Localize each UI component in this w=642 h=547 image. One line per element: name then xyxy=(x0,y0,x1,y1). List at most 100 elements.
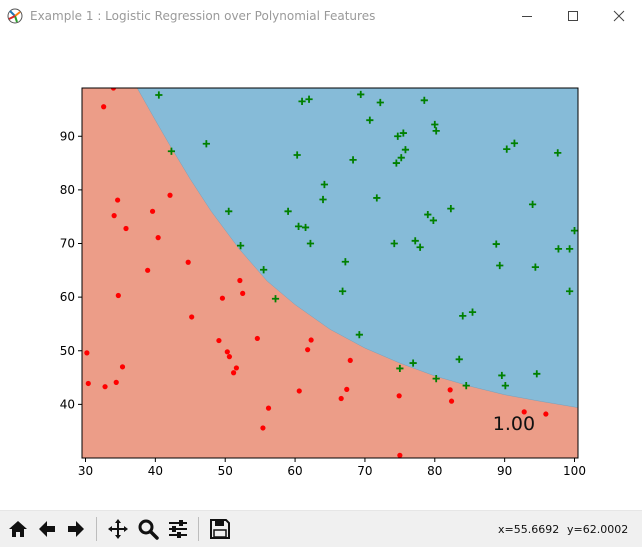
admitted-marker xyxy=(492,240,500,248)
admitted-marker xyxy=(373,194,381,202)
zoom-icon xyxy=(138,519,159,540)
rejected-marker xyxy=(110,88,117,91)
zoom-button[interactable] xyxy=(134,515,162,543)
x-tick-label: 90 xyxy=(497,464,512,478)
rejected-marker xyxy=(233,365,239,371)
forward-arrow-icon xyxy=(68,521,84,537)
rejected-marker xyxy=(102,384,108,390)
admitted-marker xyxy=(401,146,410,154)
rejected-marker xyxy=(115,197,121,203)
figure-canvas[interactable]: 1.00 30 40 50 60 70 80 90 100 40 50 60 70 80 90 xyxy=(0,32,642,510)
configure-subplots-button[interactable] xyxy=(164,515,192,543)
admitted-marker xyxy=(554,149,562,157)
rejected-marker xyxy=(149,208,156,214)
admitted-marker xyxy=(554,245,563,253)
y-tick-label: 60 xyxy=(60,290,75,304)
coord-x-readout: x=55.6692 xyxy=(498,523,560,536)
rejected-marker xyxy=(265,405,272,411)
rejected-marker xyxy=(237,277,243,284)
rejected-marker xyxy=(240,290,246,296)
back-button[interactable] xyxy=(33,515,61,543)
plot-region-group xyxy=(82,88,578,458)
positive-region xyxy=(136,88,578,408)
app-icon xyxy=(7,8,23,24)
rejected-marker xyxy=(296,388,302,394)
rejected-marker xyxy=(397,452,403,458)
admitted-marker xyxy=(447,205,455,213)
admitted-marker xyxy=(424,210,432,219)
rejected-marker xyxy=(254,335,260,342)
configure-subplots-icon xyxy=(169,520,187,538)
admitted-marker xyxy=(301,223,310,232)
rejected-marker xyxy=(305,347,311,353)
rejected-marker xyxy=(543,411,549,417)
admitted-marker xyxy=(528,200,537,208)
rejected-marker xyxy=(448,398,455,404)
x-tick-label: 30 xyxy=(78,464,93,478)
close-icon xyxy=(613,10,625,22)
navigation-toolbar: x=55.6692 y=62.0002 xyxy=(0,510,642,547)
admitted-marker xyxy=(392,159,400,167)
y-tick-label: 40 xyxy=(60,397,75,411)
maximize-button[interactable] xyxy=(550,0,596,32)
y-tick-label: 90 xyxy=(60,129,75,143)
rejected-marker xyxy=(185,259,191,265)
rejected-marker xyxy=(113,379,119,385)
admitted-marker xyxy=(409,359,417,367)
axes-frame xyxy=(81,87,579,459)
forward-button[interactable] xyxy=(62,515,90,543)
admitted-marker xyxy=(394,132,402,140)
admitted-marker xyxy=(236,242,245,250)
close-button[interactable] xyxy=(596,0,642,32)
admitted-marker xyxy=(533,370,541,378)
rejected-marker xyxy=(101,104,107,110)
admitted-marker xyxy=(431,120,439,129)
admitted-marker xyxy=(294,222,303,230)
x-tick-label: 100 xyxy=(563,464,586,478)
pan-icon xyxy=(108,519,128,539)
rejected-marker xyxy=(216,337,222,344)
admitted-marker xyxy=(498,371,506,380)
rejected-marker xyxy=(224,349,230,355)
y-tick-label: 80 xyxy=(60,183,75,197)
admitted-marker xyxy=(432,127,440,135)
rejected-marker xyxy=(260,425,266,431)
x-tick-label: 40 xyxy=(148,464,163,478)
admitted-marker xyxy=(349,156,357,164)
rejected-marker xyxy=(230,370,237,376)
y-tick-label: 50 xyxy=(60,344,75,358)
admitted-marker xyxy=(396,364,404,373)
admitted-marker xyxy=(468,308,477,316)
toolbar-separator xyxy=(96,517,97,541)
save-button[interactable] xyxy=(206,515,234,543)
minimize-icon xyxy=(522,16,532,17)
rejected-marker xyxy=(344,386,350,392)
admitted-marker xyxy=(411,237,419,245)
plot-axes[interactable]: 1.00 30 40 50 60 70 80 90 100 40 50 60 70 80 90 xyxy=(0,32,642,510)
admitted-marker xyxy=(531,263,539,271)
admitted-marker xyxy=(455,355,463,363)
rejected-marker xyxy=(308,337,314,343)
admitted-marker xyxy=(462,382,470,390)
admitted-marker xyxy=(338,287,347,295)
minimize-button[interactable] xyxy=(504,0,550,32)
admitted-marker xyxy=(496,261,504,270)
admitted-marker xyxy=(399,129,407,137)
x-tick-label: 80 xyxy=(427,464,442,478)
rejected-marker xyxy=(84,350,90,356)
pan-button[interactable] xyxy=(104,515,132,543)
home-button[interactable] xyxy=(4,515,32,543)
admitted-marker xyxy=(319,195,327,204)
x-tick-label: 70 xyxy=(357,464,372,478)
admitted-marker xyxy=(155,91,163,99)
home-icon xyxy=(9,521,27,537)
x-tick-label: 60 xyxy=(287,464,302,478)
admitted-marker xyxy=(566,245,574,253)
admitted-marker xyxy=(570,227,578,235)
window-titlebar: Example 1 : Logistic Regression over Pol… xyxy=(0,0,642,32)
admitted-marker xyxy=(429,216,437,225)
admitted-marker xyxy=(432,375,440,383)
admitted-marker xyxy=(416,243,424,251)
rejected-marker xyxy=(226,354,233,360)
maximize-icon xyxy=(568,11,578,21)
